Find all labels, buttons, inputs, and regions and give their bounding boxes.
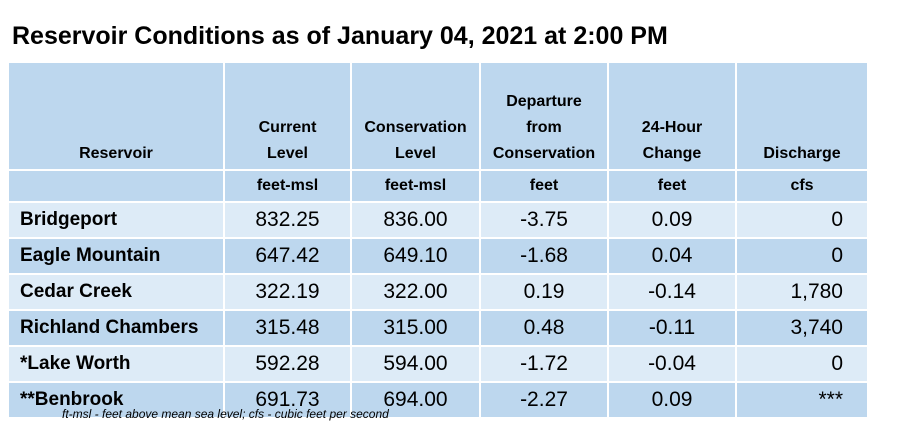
unit-reservoir [9, 169, 223, 201]
column-header-line: Conservation [492, 145, 596, 162]
cell-conservation-level: 315.00 [350, 309, 479, 345]
cell-discharge: 0 [735, 201, 867, 237]
column-header-departure: Departure from Conservation [479, 63, 607, 169]
table-row: Eagle Mountain 647.42 649.10 -1.68 0.04 0 [9, 237, 867, 273]
table-row: *Lake Worth 592.28 594.00 -1.72 -0.04 0 [9, 345, 867, 381]
column-header-line: 24-Hour [641, 119, 703, 136]
unit-departure: feet [479, 169, 607, 201]
table-row: Richland Chambers 315.48 315.00 0.48 -0.11 3,… [9, 309, 867, 345]
cell-current-level: 832.25 [223, 201, 350, 237]
column-header-line: Level [267, 145, 308, 162]
column-header-line: Discharge [763, 145, 841, 162]
cell-reservoir: Cedar Creek [9, 273, 223, 309]
column-header-line: Reservoir [79, 145, 153, 162]
cell-24-hour-change: -0.04 [607, 345, 735, 381]
cell-discharge: 0 [735, 237, 867, 273]
column-header-conservation-level: Conservation Level [350, 63, 479, 169]
cell-reservoir: **Benbrook [9, 381, 223, 417]
cell-current-level: 315.48 [223, 309, 350, 345]
column-header-line: Conservation [364, 119, 467, 136]
cell-current-level: 322.19 [223, 273, 350, 309]
column-header-current-level: Current Level [223, 63, 350, 169]
cell-departure: 0.48 [479, 309, 607, 345]
column-header-line: Current [258, 119, 317, 136]
cell-24-hour-change: -0.11 [607, 309, 735, 345]
unit-current-level: feet-msl [223, 169, 350, 201]
cell-current-level: 691.73 [223, 381, 350, 417]
cell-departure: 0.19 [479, 273, 607, 309]
cell-24-hour-change: 0.09 [607, 201, 735, 237]
cell-conservation-level: 594.00 [350, 345, 479, 381]
cell-departure: -1.68 [479, 237, 607, 273]
cell-discharge: *** [735, 381, 867, 417]
unit-conservation-level: feet-msl [350, 169, 479, 201]
unit-24-hour-change: feet [607, 169, 735, 201]
cell-current-level: 592.28 [223, 345, 350, 381]
cell-discharge: 1,780 [735, 273, 867, 309]
column-header-line: Change [642, 145, 702, 162]
column-header-reservoir: Reservoir [9, 63, 223, 169]
column-header-line: Level [395, 145, 436, 162]
table-body: Bridgeport 832.25 836.00 -3.75 0.09 0 Eagle Mo… [9, 201, 867, 417]
cell-discharge: 0 [735, 345, 867, 381]
page-title: Reservoir Conditions as of January 04, 2… [12, 22, 668, 50]
column-header-24-hour-change: 24-Hour Change [607, 63, 735, 169]
table-row: Bridgeport 832.25 836.00 -3.75 0.09 0 [9, 201, 867, 237]
cell-conservation-level: 649.10 [350, 237, 479, 273]
column-header-line: from [526, 119, 562, 136]
cell-24-hour-change: -0.14 [607, 273, 735, 309]
cell-reservoir: *Lake Worth [9, 345, 223, 381]
cell-conservation-level: 694.00 [350, 381, 479, 417]
cell-conservation-level: 322.00 [350, 273, 479, 309]
unit-discharge: cfs [735, 169, 867, 201]
cell-discharge: 3,740 [735, 309, 867, 345]
cell-24-hour-change: 0.09 [607, 381, 735, 417]
reservoir-table: Reservoir Current Level Conservation Level… [9, 63, 867, 417]
reservoir-table-container: Reservoir Current Level Conservation Level… [9, 63, 867, 417]
cell-departure: -2.27 [479, 381, 607, 417]
cell-departure: -1.72 [479, 345, 607, 381]
cell-conservation-level: 836.00 [350, 201, 479, 237]
cell-reservoir: Richland Chambers [9, 309, 223, 345]
cell-reservoir: Bridgeport [9, 201, 223, 237]
cell-current-level: 647.42 [223, 237, 350, 273]
column-header-discharge: Discharge [735, 63, 867, 169]
header-row: Reservoir Current Level Conservation Level… [9, 63, 867, 169]
unit-row: feet-msl feet-msl feet feet cfs [9, 169, 867, 201]
cell-departure: -3.75 [479, 201, 607, 237]
cell-24-hour-change: 0.04 [607, 237, 735, 273]
table-row: Cedar Creek 322.19 322.00 0.19 -0.14 1,780 [9, 273, 867, 309]
footnote: ft-msl - feet above mean sea level; cfs … [62, 407, 389, 421]
table-row: **Benbrook 691.73 694.00 -2.27 0.09 *** [9, 381, 867, 417]
column-header-line: Departure [506, 93, 582, 110]
cell-reservoir: Eagle Mountain [9, 237, 223, 273]
